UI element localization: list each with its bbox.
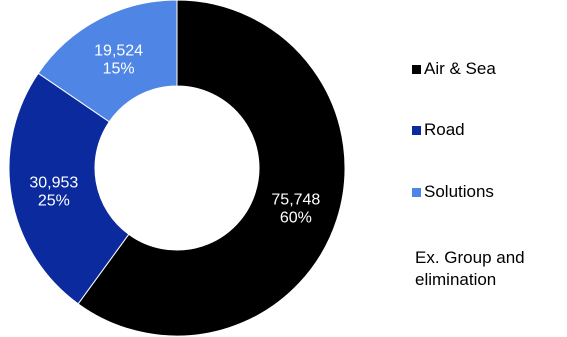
value-label-solutions: 19,524	[94, 42, 143, 59]
legend-item-road: Road	[412, 120, 465, 140]
legend-swatch-air-sea	[412, 64, 421, 74]
value-label-road: 30,953	[29, 174, 78, 191]
legend-swatch-solutions	[412, 187, 421, 197]
slice-road	[8, 72, 130, 305]
value-label-air-sea: 75,748	[271, 192, 320, 209]
legend-item-solutions: Solutions	[412, 182, 494, 202]
slice-solutions	[37, 0, 178, 123]
legend-label-air-sea: Air & Sea	[424, 59, 496, 78]
legend-footnote: Ex. Group and elimination	[415, 248, 525, 289]
legend-item-air-sea: Air & Sea	[412, 59, 496, 79]
legend-label-road: Road	[424, 120, 465, 139]
chart-legend: Air & Sea Road Solutions Ex. Group and e…	[412, 0, 567, 337]
legend-swatch-road	[412, 125, 421, 135]
percent-label-air-sea: 60%	[280, 210, 312, 227]
legend-label-solutions: Solutions	[424, 182, 494, 201]
percent-label-road: 25%	[38, 192, 70, 209]
slice-air-sea	[77, 0, 346, 337]
percent-label-solutions: 15%	[103, 60, 135, 77]
